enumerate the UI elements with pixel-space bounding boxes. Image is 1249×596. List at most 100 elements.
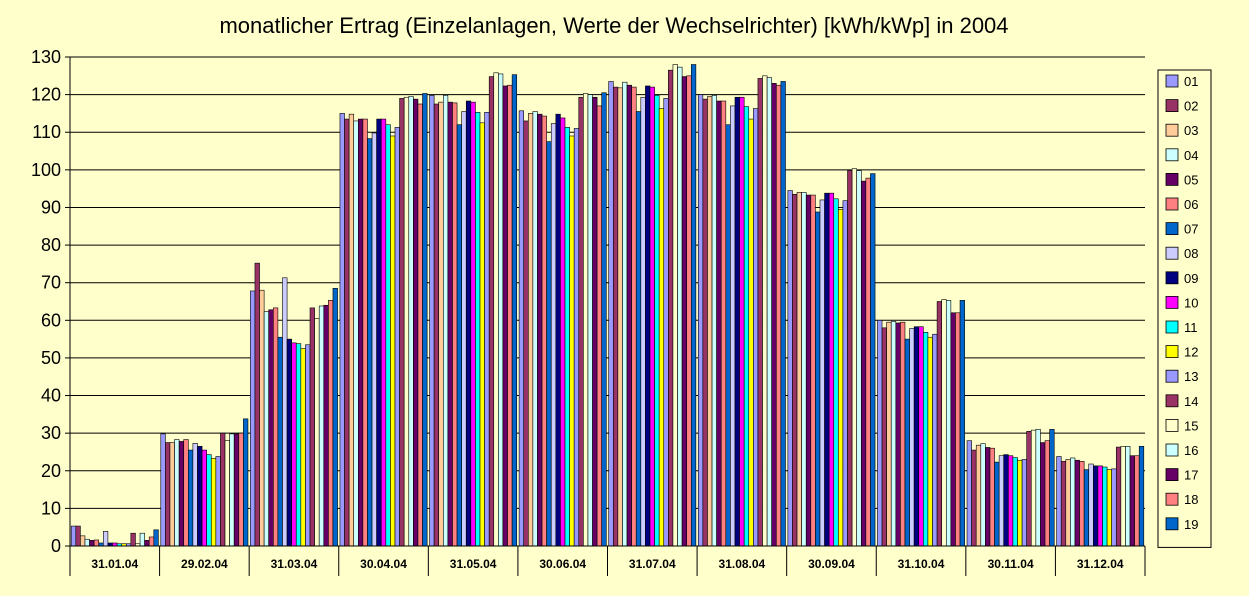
legend-label-14: 14 bbox=[1184, 394, 1198, 409]
bar-02-5 bbox=[523, 120, 529, 547]
plot-area: 0 10 20 30 40 50 60 70 80 90 100 110 120 130 31.01.04 2… bbox=[31, 47, 1146, 576]
legend-swatch-09 bbox=[1165, 271, 1179, 285]
bar-07-10 bbox=[994, 461, 1000, 547]
bar-15-6 bbox=[672, 64, 678, 547]
bar-08-3 bbox=[371, 132, 377, 547]
bar-03-9 bbox=[886, 321, 892, 547]
legend-swatch-19 bbox=[1165, 517, 1179, 531]
bar-05-10 bbox=[985, 447, 991, 547]
bar-01-9 bbox=[877, 320, 883, 547]
legend-swatch-18 bbox=[1165, 492, 1179, 506]
bar-02-11 bbox=[1060, 461, 1067, 547]
bar-16-5 bbox=[587, 94, 593, 547]
y-tick-label: 120 bbox=[31, 85, 61, 105]
bar-12-6 bbox=[658, 108, 665, 547]
bar-04-5 bbox=[532, 111, 538, 547]
bar-14-4 bbox=[488, 76, 495, 547]
bar-18-8 bbox=[865, 177, 871, 547]
bar-17-4 bbox=[502, 85, 508, 547]
bar-09-2 bbox=[286, 338, 292, 547]
bar-13-2 bbox=[305, 344, 311, 547]
x-tick-label: 31.07.04 bbox=[629, 557, 676, 571]
bar-19-1 bbox=[243, 418, 249, 547]
bar-15-2 bbox=[314, 318, 320, 547]
bar-05-7 bbox=[716, 100, 722, 547]
bar-04-0 bbox=[84, 538, 90, 547]
bar-07-1 bbox=[188, 449, 194, 547]
legend-swatch-12 bbox=[1165, 345, 1179, 359]
bar-17-10 bbox=[1040, 442, 1046, 547]
x-tick-label: 30.09.04 bbox=[808, 557, 855, 571]
bar-08-4 bbox=[461, 111, 467, 547]
bar-03-11 bbox=[1065, 459, 1071, 547]
bar-19-3 bbox=[422, 93, 428, 547]
bar-19-0 bbox=[153, 529, 159, 547]
bar-19-9 bbox=[959, 300, 965, 547]
bar-04-3 bbox=[353, 120, 359, 547]
bar-03-2 bbox=[259, 289, 265, 547]
bar-14-5 bbox=[578, 96, 584, 547]
bar-13-11 bbox=[1111, 468, 1117, 547]
bar-18-9 bbox=[955, 312, 961, 547]
x-tick-label: 31.03.04 bbox=[271, 557, 318, 571]
y-tick-label: 70 bbox=[41, 273, 61, 293]
bar-14-3 bbox=[399, 98, 405, 547]
legend-swatch-04 bbox=[1165, 148, 1179, 162]
bar-08-0 bbox=[103, 531, 109, 547]
bar-06-4 bbox=[452, 102, 458, 547]
x-tick-label: 31.10.04 bbox=[898, 557, 945, 571]
bar-15-9 bbox=[941, 299, 947, 547]
bar-01-11 bbox=[1056, 456, 1062, 547]
bar-03-10 bbox=[975, 444, 982, 547]
bar-03-0 bbox=[80, 535, 86, 547]
legend-swatch-13 bbox=[1165, 369, 1179, 383]
bar-18-7 bbox=[775, 84, 782, 547]
legend-label-03: 03 bbox=[1184, 123, 1198, 138]
bar-04-9 bbox=[890, 321, 897, 547]
bar-06-9 bbox=[900, 321, 906, 547]
bar-16-1 bbox=[229, 433, 235, 547]
bar-18-1 bbox=[238, 432, 244, 547]
bar-10-9 bbox=[918, 326, 924, 547]
x-tick-label: 31.05.04 bbox=[450, 557, 497, 571]
bar-18-6 bbox=[686, 75, 692, 547]
bar-17-3 bbox=[413, 98, 419, 547]
bar-18-0 bbox=[148, 536, 155, 547]
y-tick-label: 40 bbox=[41, 386, 61, 406]
x-tick-label: 31.08.04 bbox=[719, 557, 766, 571]
bar-12-11 bbox=[1106, 469, 1112, 547]
bar-16-3 bbox=[408, 96, 414, 547]
bar-14-1 bbox=[220, 432, 226, 547]
bar-08-7 bbox=[730, 105, 736, 547]
y-tick-label: 50 bbox=[41, 348, 61, 368]
bar-13-6 bbox=[663, 98, 669, 547]
bar-01-4 bbox=[429, 95, 435, 547]
bar-09-8 bbox=[824, 192, 830, 547]
bar-16-0 bbox=[139, 532, 145, 547]
bar-17-2 bbox=[323, 304, 329, 547]
legend-swatch-06 bbox=[1165, 197, 1179, 211]
bar-03-6 bbox=[617, 87, 623, 547]
bar-16-4 bbox=[498, 73, 504, 547]
bar-18-4 bbox=[507, 84, 513, 547]
bar-12-3 bbox=[390, 135, 396, 547]
bar-03-4 bbox=[438, 101, 444, 547]
bar-07-4 bbox=[456, 124, 462, 547]
bar-08-2 bbox=[282, 277, 288, 547]
bar-07-9 bbox=[904, 338, 910, 547]
bar-11-6 bbox=[654, 95, 660, 547]
bar-04-4 bbox=[442, 95, 449, 547]
bar-10-4 bbox=[470, 101, 476, 547]
y-tick-label: 80 bbox=[41, 235, 61, 255]
bar-09-6 bbox=[645, 85, 651, 547]
bar-17-5 bbox=[592, 96, 598, 547]
bar-19-7 bbox=[780, 81, 786, 547]
legend-swatch-08 bbox=[1165, 246, 1179, 260]
legend-label-15: 15 bbox=[1184, 418, 1198, 433]
bar-02-10 bbox=[971, 449, 977, 547]
bar-08-10 bbox=[998, 455, 1005, 547]
bar-05-0 bbox=[89, 540, 95, 547]
bar-11-4 bbox=[475, 111, 481, 547]
bar-08-1 bbox=[192, 443, 198, 547]
